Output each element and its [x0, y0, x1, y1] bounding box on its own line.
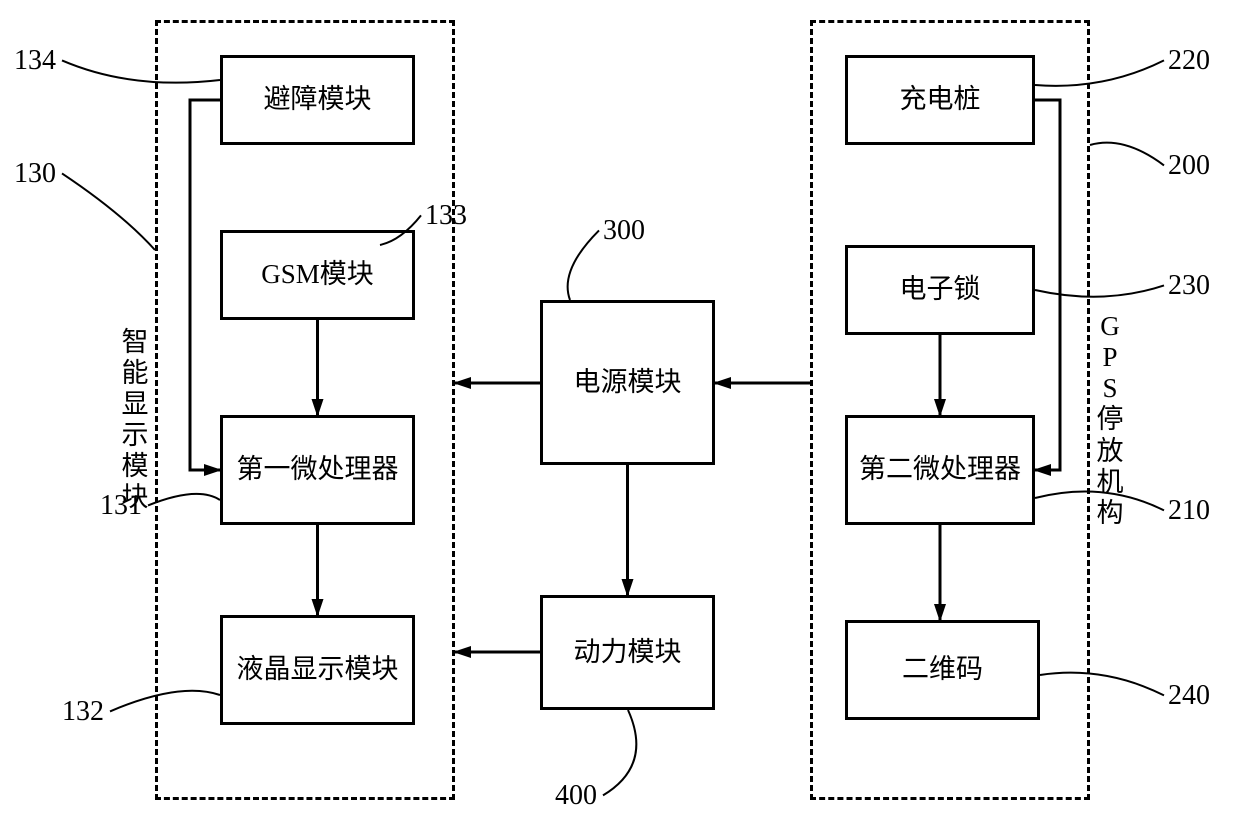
- diagram-canvas: 智能显示模块 GPS停放机构 避障模块 GSM模块 第一微处理器 液晶显示模块 …: [0, 0, 1240, 826]
- connector-overlay: [0, 0, 1240, 826]
